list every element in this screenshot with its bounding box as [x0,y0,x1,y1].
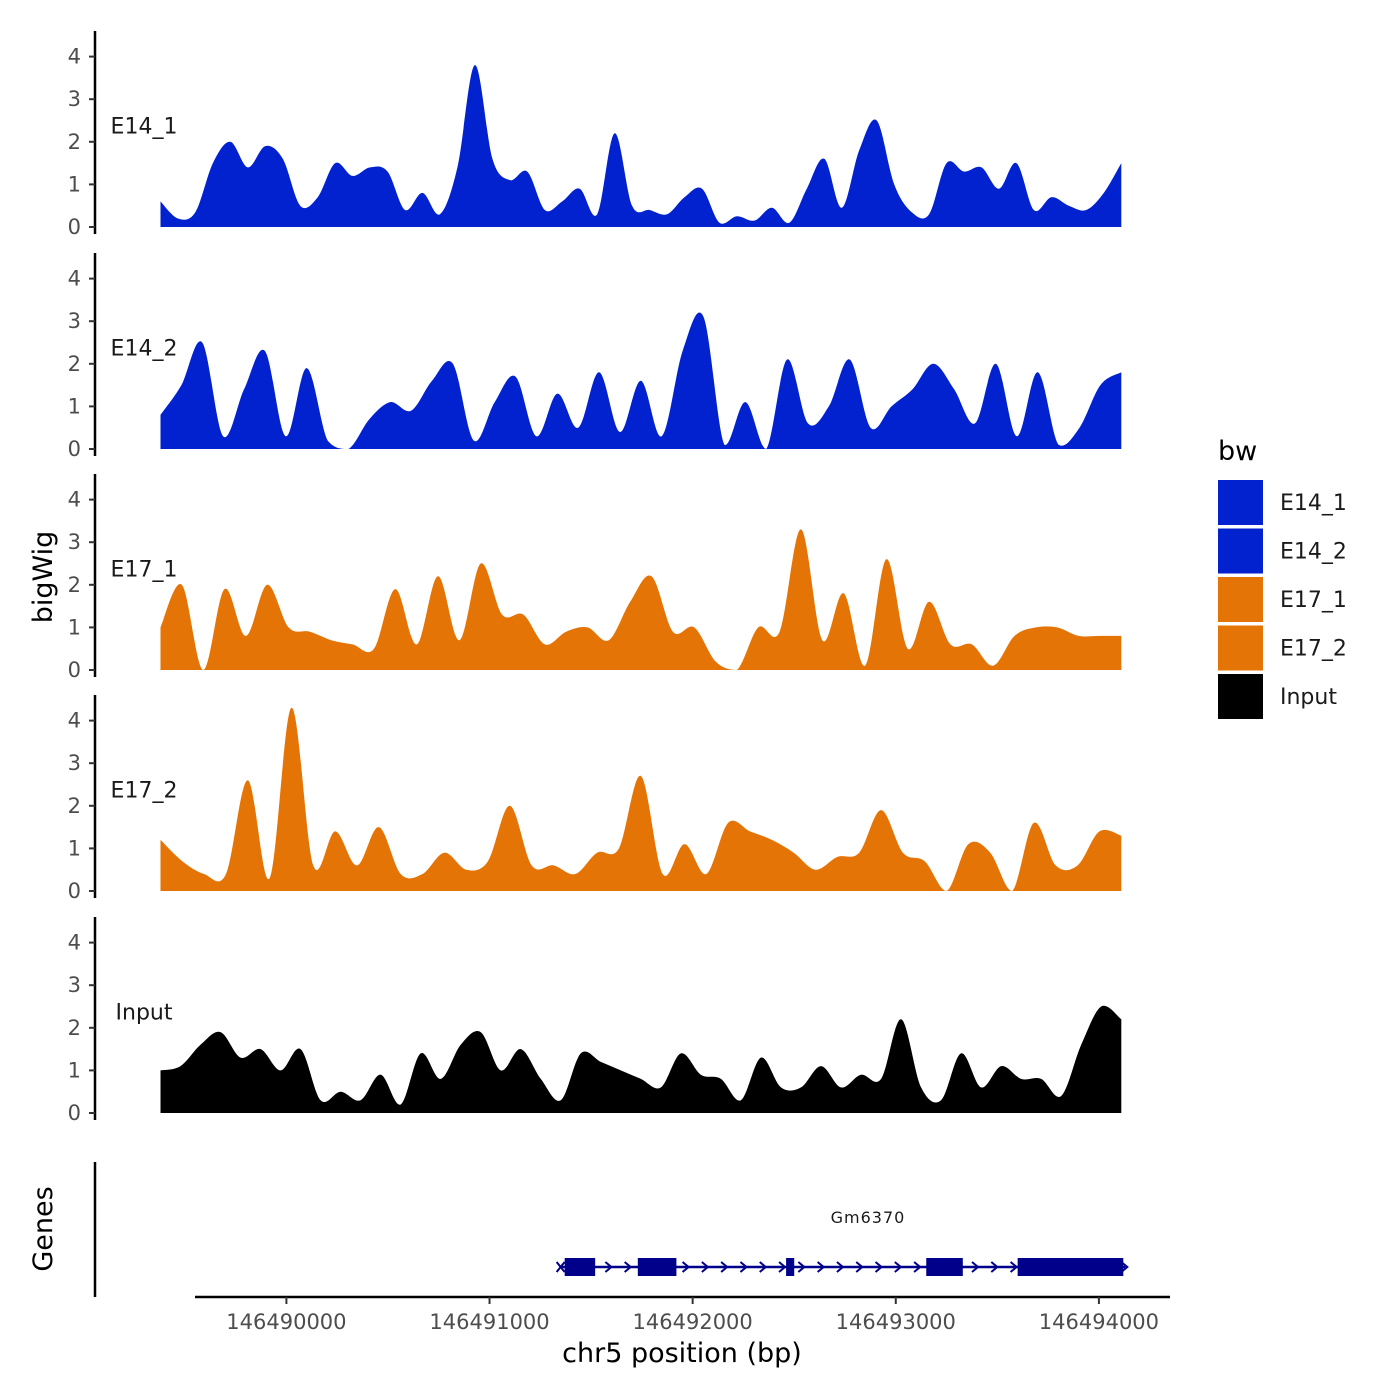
y-tick-label: 2 [68,1016,81,1040]
y-tick-label: 0 [68,879,81,903]
coverage-area [160,707,1122,891]
strand-arrow [874,1261,884,1273]
y-tick-label: 0 [68,1101,81,1125]
y-tick-label: 1 [68,836,81,860]
strand-arrow [681,1261,691,1273]
y-tick-label: 3 [68,530,81,554]
strand-arrow [1009,1261,1019,1273]
gene-name-label: Gm6370 [831,1208,906,1227]
coverage-area [160,1005,1122,1113]
legend-item: E17_1 [1218,577,1347,622]
strand-arrow [990,1261,999,1273]
legend-item: E17_2 [1218,625,1347,671]
track-label: Input [116,1000,173,1025]
legend-label: E17_2 [1280,637,1347,662]
legend: bw E14_1 E14_2 E17_1 E17_2 Input [1218,436,1347,719]
x-tick-label: 146492000 [633,1310,753,1334]
track-e14-2: 0 1 2 3 4 E14_2 [68,253,1122,461]
y-tick-label: 3 [68,751,81,775]
legend-swatch [1218,674,1263,719]
legend-swatch [1218,577,1263,622]
gene-end-arrow [1120,1261,1129,1273]
track-e17-2: 0 1 2 3 4 E17_2 [68,695,1122,903]
strand-arrow [913,1261,922,1273]
coverage-area [160,529,1122,670]
exon-box [1017,1258,1124,1276]
strand-arrow [759,1261,768,1273]
x-tick-label: 146493000 [836,1310,956,1334]
exon-box [637,1258,677,1276]
legend-title: bw [1218,436,1257,467]
y-tick-label: 4 [68,488,81,512]
strand-arrow [797,1261,806,1273]
legend-swatch [1218,625,1263,671]
y-tick-label: 4 [68,45,81,69]
legend-item: E14_1 [1218,480,1347,525]
track-label: E14_2 [111,336,178,361]
exon-box [926,1258,963,1276]
legend-items: E14_1 E14_2 E17_1 E17_2 Input [1218,480,1347,719]
y-tick-label: 4 [68,709,81,733]
strand-arrow [604,1261,613,1273]
gene-track: Genes Gm6370 [28,1162,1129,1297]
y-tick-label: 1 [68,1058,81,1082]
track-e14-1: 0 1 2 3 4 E14_1 [68,31,1122,239]
strand-arrow [739,1261,749,1273]
strand-arrow [720,1261,729,1273]
y-tick-label: 2 [68,130,81,154]
x-tick-label: 146491000 [429,1310,549,1334]
strand-arrow [778,1261,787,1273]
y-tick-label: 2 [68,352,81,376]
strand-arrow [701,1261,710,1273]
track-e17-1: 0 1 2 3 4 E17_1 [68,474,1122,682]
y-tick-label: 3 [68,309,81,333]
legend-swatch [1218,528,1263,574]
track-input: 0 1 2 3 4 Input [68,917,1122,1125]
x-axis-title: chr5 position (bp) [562,1338,802,1369]
legend-label: E14_2 [1280,540,1347,565]
legend-swatch [1218,480,1263,525]
gene-track-label: Genes [28,1186,59,1271]
y-tick-label: 4 [68,931,81,955]
track-label: E14_1 [111,114,178,139]
track-label: E17_2 [111,778,178,803]
strand-arrow [816,1261,826,1273]
x-tick-label: 146490000 [226,1310,346,1334]
strand-arrow [624,1261,633,1273]
y-tick-label: 1 [68,394,81,418]
coverage-area [160,65,1122,227]
y-tick-label: 0 [68,437,81,461]
coverage-area [160,312,1122,449]
legend-item: E14_2 [1218,528,1347,574]
y-tick-label: 2 [68,573,81,597]
y-tick-label: 1 [68,615,81,639]
x-axis: 146490000 146491000 146492000 146493000 1464… [195,1295,1170,1369]
coverage-tracks: 0 1 2 3 4 E14_1 0 1 2 3 4 E14_2 0 1 2 3 4 E17_1 0 1 2 3 4 E17_2… [68,31,1122,1125]
exon-box [786,1258,795,1276]
strand-arrow [855,1261,864,1273]
track-label: E17_1 [111,557,178,582]
strand-arrow [971,1261,980,1273]
y-tick-label: 0 [68,658,81,682]
exon-box [564,1258,596,1276]
gene-start-mark [555,1261,566,1273]
y-tick-label: 4 [68,267,81,291]
legend-label: E14_1 [1280,491,1347,516]
y-tick-label: 0 [68,215,81,239]
strand-arrow [836,1261,845,1273]
legend-item: Input [1218,674,1337,719]
gene-model [555,1258,1129,1276]
y-tick-label: 3 [68,973,81,997]
x-axis-ticks: 146490000 146491000 146492000 146493000 1464… [226,1297,1159,1334]
y-tick-label: 2 [68,794,81,818]
y-axis-title: bigWig [28,531,59,624]
strand-arrow [894,1261,903,1273]
legend-label: Input [1280,685,1337,710]
y-tick-label: 3 [68,87,81,111]
y-tick-label: 1 [68,172,81,196]
legend-label: E17_1 [1280,588,1347,613]
x-tick-label: 146494000 [1039,1310,1159,1334]
